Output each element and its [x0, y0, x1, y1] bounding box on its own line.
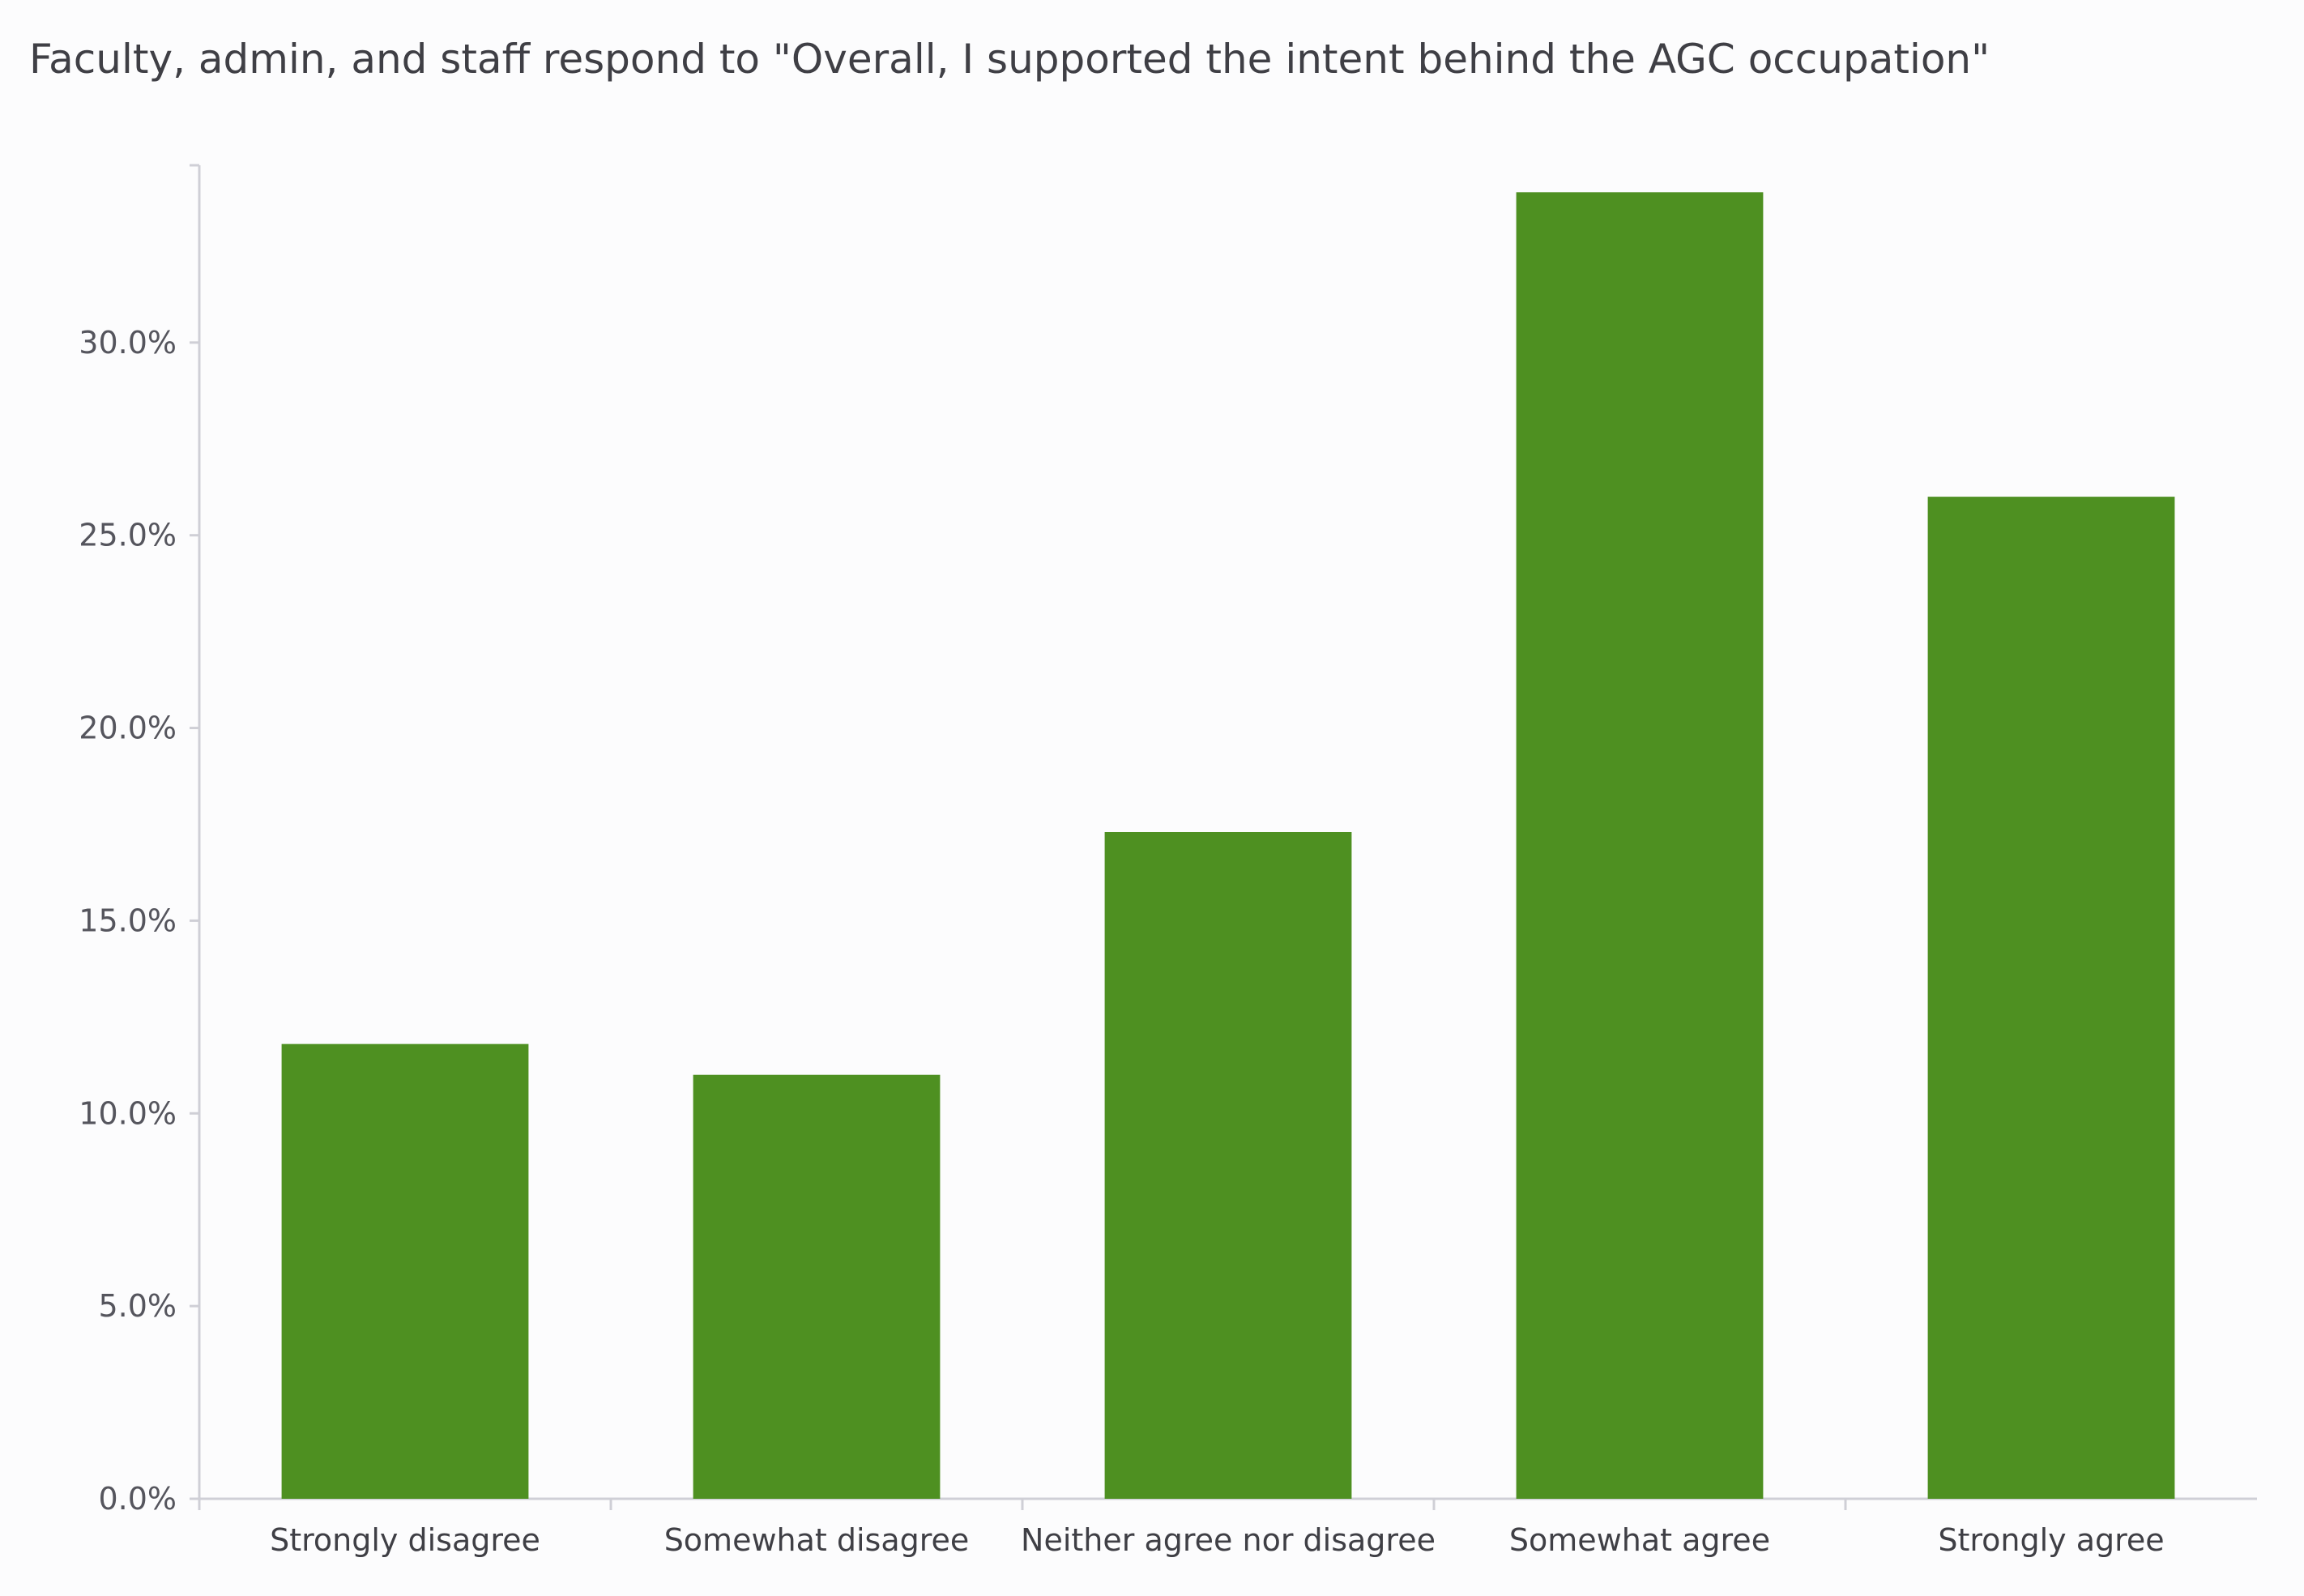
- bar: [281, 1043, 529, 1499]
- chart-title: Faculty, admin, and staff respond to "Ov…: [29, 36, 1990, 83]
- bar: [1104, 832, 1352, 1499]
- x-tick-label: Somewhat disagree: [664, 1522, 970, 1558]
- x-tick-label: Somewhat agree: [1509, 1522, 1770, 1558]
- y-tick-label: 15.0%: [79, 903, 177, 938]
- x-tick-label: Strongly agree: [1938, 1522, 2164, 1558]
- x-tick-label: Strongly disagree: [270, 1522, 540, 1558]
- y-tick-label: 5.0%: [98, 1288, 177, 1324]
- y-tick-label: 20.0%: [79, 711, 177, 746]
- y-tick-label: 0.0%: [98, 1481, 177, 1517]
- y-tick-label: 10.0%: [79, 1095, 177, 1131]
- bar: [693, 1074, 941, 1499]
- y-tick-label: 25.0%: [79, 518, 177, 553]
- x-tick-label: Neither agree nor disagree: [1021, 1522, 1436, 1558]
- bar: [1927, 497, 2175, 1500]
- y-tick-label: 30.0%: [79, 325, 177, 361]
- bar: [1516, 192, 1764, 1500]
